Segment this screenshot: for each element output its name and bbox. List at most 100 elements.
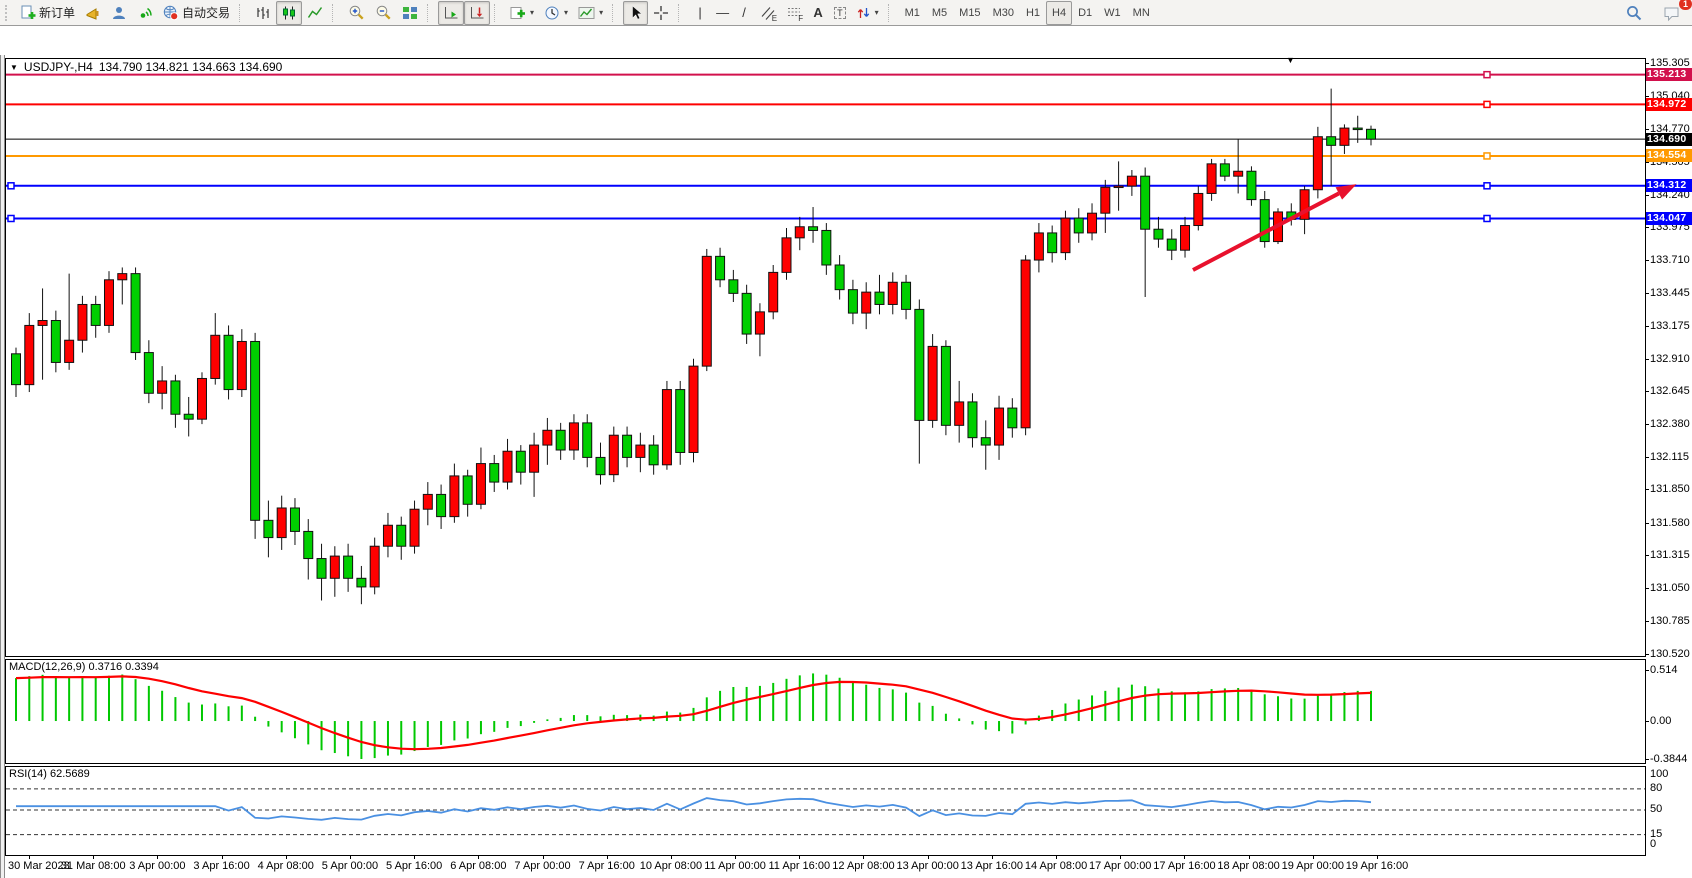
macd-tick-mark — [1646, 670, 1649, 672]
bar-chart-button[interactable] — [250, 1, 276, 25]
timeframe-button-h4[interactable]: H4 — [1046, 0, 1073, 25]
timeframe-button-m5[interactable]: M5 — [931, 6, 948, 19]
time-axis-label: 17 Apr 00:00 — [1089, 860, 1152, 872]
level-handle[interactable] — [1483, 182, 1491, 190]
account-button[interactable] — [106, 1, 132, 25]
fibonacci-button[interactable]: F — [781, 1, 807, 25]
vertical-line-button[interactable]: | — [689, 1, 711, 25]
bullish-candle — [1020, 259, 1031, 429]
bullish-candle — [329, 555, 340, 579]
auto-trading-button[interactable]: 自动交易 — [158, 1, 235, 25]
text-label-button[interactable]: T — [829, 1, 851, 25]
chart-shift-button[interactable] — [464, 0, 491, 25]
time-tick-mark — [606, 855, 608, 859]
periods-button[interactable]: ▾ — [539, 1, 573, 25]
bearish-candle — [901, 281, 912, 310]
indicators-button[interactable]: ▾ — [505, 1, 539, 25]
zoom-in-icon — [348, 4, 365, 21]
rsi-pane[interactable] — [5, 766, 1646, 856]
signals-button[interactable] — [132, 1, 158, 25]
bearish-candle — [808, 226, 819, 231]
bearish-candle — [183, 413, 194, 420]
timeframe-button-mn[interactable]: MN — [1132, 6, 1150, 19]
arrows-button[interactable]: ▾ — [851, 1, 884, 25]
separator — [427, 3, 435, 22]
bearish-candle — [263, 519, 274, 539]
time-tick-mark — [93, 855, 95, 859]
auto-trading-icon — [163, 5, 179, 21]
time-axis-label: 10 Apr 08:00 — [639, 860, 703, 872]
tile-windows-button[interactable] — [397, 1, 423, 25]
rsi-tick-label: 100 — [1650, 767, 1669, 780]
time-axis[interactable]: 30 Mar 2023 31 Mar 08:00 3 Apr 00:00 3 Apr … — [5, 855, 1646, 876]
bearish-candle — [1326, 136, 1337, 146]
search-button[interactable] — [1620, 1, 1648, 25]
timeframe-button-w1[interactable]: W1 — [1104, 6, 1121, 19]
bar-chart-icon — [255, 5, 271, 21]
timeframe-button-m30[interactable]: M30 — [992, 6, 1014, 19]
text-icon: A — [813, 5, 823, 20]
bullish-candle — [409, 508, 420, 547]
equidistant-channel-button[interactable]: E — [755, 1, 781, 25]
zoom-group — [343, 1, 423, 25]
price-axis[interactable]: 135.305135.040134.770134.505134.240133.9… — [1646, 55, 1692, 660]
price-tick-label: 133.710 — [1650, 254, 1690, 267]
macd-axis[interactable]: 0.514 0.00 -0.3844 — [1646, 659, 1692, 765]
line-chart-button[interactable] — [302, 1, 328, 25]
trend-arrow[interactable] — [1192, 191, 1340, 272]
horizontal-line-button[interactable]: — — [711, 1, 733, 25]
price-chart-pane[interactable] — [5, 58, 1646, 657]
horn-button[interactable] — [80, 1, 106, 25]
rsi-axis[interactable]: 100 80 50 15 0 — [1646, 766, 1692, 856]
bullish-candle — [1299, 189, 1310, 220]
trendline-button[interactable]: / — [733, 1, 755, 25]
bullish-candle — [781, 237, 792, 273]
level-handle[interactable] — [1483, 152, 1491, 160]
zoom-out-button[interactable] — [370, 1, 397, 25]
bearish-candle — [821, 229, 832, 266]
chart-window: ▼ USDJPY-,H4 134.790 134.821 134.663 134… — [0, 27, 1692, 878]
price-tick-mark — [1646, 194, 1649, 196]
timeframe-button-h1[interactable]: H1 — [1025, 6, 1041, 19]
cursor-button[interactable] — [623, 0, 649, 25]
level-handle[interactable] — [1483, 214, 1491, 223]
zoom-in-button[interactable] — [343, 1, 370, 25]
level-handle[interactable] — [1483, 100, 1491, 109]
chart-title[interactable]: ▼ USDJPY-,H4 134.790 134.821 134.663 134… — [10, 60, 282, 74]
macd-pane[interactable] — [5, 659, 1646, 764]
bearish-candle — [436, 493, 447, 518]
chart-shift-marker[interactable]: ▼ — [1286, 55, 1295, 65]
bearish-candle — [648, 444, 659, 466]
timeframe-button-d1[interactable]: D1 — [1078, 6, 1093, 19]
bullish-candle — [1312, 136, 1323, 191]
price-tick-mark — [1646, 522, 1649, 524]
bullish-candle — [24, 324, 35, 386]
timeframe-button-m15[interactable]: M15 — [959, 6, 981, 19]
notifications-button[interactable]: 1 — [1658, 0, 1692, 25]
templates-button[interactable]: ▾ — [573, 1, 608, 25]
bullish-candle — [103, 279, 114, 326]
bearish-candle — [847, 289, 858, 314]
rsi-tick-label: 15 — [1650, 827, 1663, 840]
macd-tick-mark — [1646, 759, 1649, 761]
level-handle[interactable] — [7, 182, 15, 190]
toolbar-grip[interactable] — [5, 4, 12, 21]
line-chart-icon — [307, 5, 323, 21]
trend-arrow-head[interactable] — [1335, 184, 1357, 200]
level-handle[interactable] — [1483, 70, 1491, 79]
timeframe-button-m1[interactable]: M1 — [904, 6, 920, 19]
level-handle[interactable] — [7, 214, 15, 223]
trendline-icon: / — [742, 5, 746, 20]
crosshair-button[interactable] — [648, 1, 674, 25]
auto-scroll-button[interactable] — [438, 0, 465, 25]
price-level-badge: 134.554 — [1646, 149, 1692, 163]
price-tick-mark — [1646, 326, 1649, 328]
time-axis-label: 19 Apr 00:00 — [1281, 860, 1344, 872]
candlestick-chart-button[interactable] — [276, 0, 303, 25]
new-order-button[interactable]: 新订单 — [15, 1, 80, 25]
bearish-candle — [170, 380, 181, 415]
collapse-icon[interactable]: ▼ — [10, 62, 18, 72]
candlestick-chart[interactable] — [6, 59, 1645, 656]
cursor-group — [623, 0, 674, 25]
text-button[interactable]: A — [807, 1, 829, 25]
